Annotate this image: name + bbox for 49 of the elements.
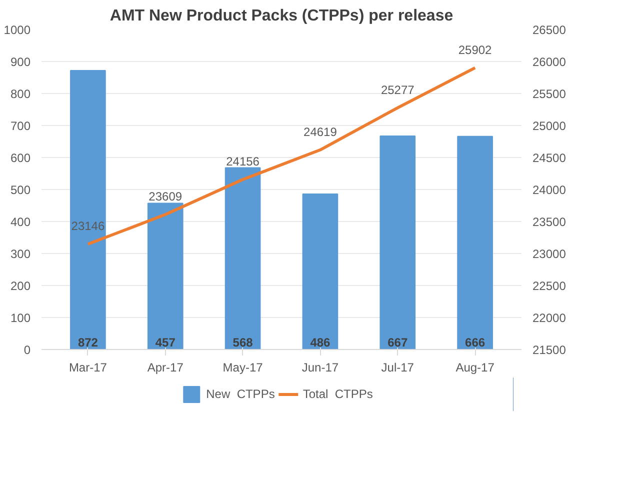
y2-tick-label: 24500 [532, 151, 566, 165]
y-tick-label: 400 [10, 215, 31, 229]
data-label: 872 [78, 336, 98, 350]
y-tick-label: 600 [10, 151, 31, 165]
bar [380, 136, 416, 350]
y2-tick-label: 26500 [532, 23, 566, 37]
x-tick-label: Jun-17 [302, 360, 339, 374]
y2-tick-label: 24000 [532, 183, 566, 197]
legend-label: Total CTPPs [302, 387, 373, 401]
y-tick-label: 300 [10, 247, 31, 261]
x-tick-label: Jul-17 [381, 360, 414, 374]
x-tick-label: Mar-17 [68, 360, 108, 374]
y-tick-label: 100 [10, 311, 31, 325]
bar [147, 202, 184, 350]
y-tick-label: 900 [10, 55, 31, 69]
legend-label: New CTPPs [206, 387, 275, 401]
y-tick-label: 200 [10, 279, 31, 293]
bar [224, 167, 261, 350]
y2-tick-label: 22500 [532, 279, 566, 293]
y-tick-label: 1000 [4, 23, 31, 37]
data-label: 666 [465, 336, 486, 350]
y-tick-label: 800 [10, 87, 31, 101]
data-label: 457 [155, 336, 176, 350]
data-label: 25277 [380, 82, 415, 97]
bar [302, 193, 338, 350]
data-label: 23146 [71, 219, 105, 234]
data-label: 23609 [148, 190, 182, 204]
bar [70, 70, 106, 350]
data-label: 25902 [458, 42, 492, 57]
y-tick-label: 500 [10, 183, 31, 197]
chart-title: AMT New Product Packs (CTPPs) per release [110, 8, 454, 24]
data-label: 486 [310, 336, 331, 350]
y2-tick-label: 25000 [532, 119, 566, 133]
x-tick-label: Aug-17 [456, 360, 495, 374]
data-label: 24156 [226, 154, 260, 169]
y2-tick-label: 26000 [532, 55, 566, 69]
y-tick-label: 0 [24, 343, 31, 357]
data-label: 24619 [304, 124, 338, 139]
y2-tick-label: 23500 [532, 215, 566, 229]
data-label: 667 [388, 336, 408, 350]
bar [457, 136, 493, 350]
y2-tick-label: 25500 [532, 87, 566, 101]
y-tick-label: 700 [10, 119, 31, 133]
x-tick-label: May-17 [222, 360, 264, 374]
y2-tick-label: 23000 [532, 247, 566, 261]
y2-tick-label: 21500 [532, 343, 566, 357]
y2-tick-label: 22000 [532, 311, 566, 325]
data-label: 568 [232, 336, 254, 350]
x-tick-label: Apr-17 [147, 360, 184, 374]
